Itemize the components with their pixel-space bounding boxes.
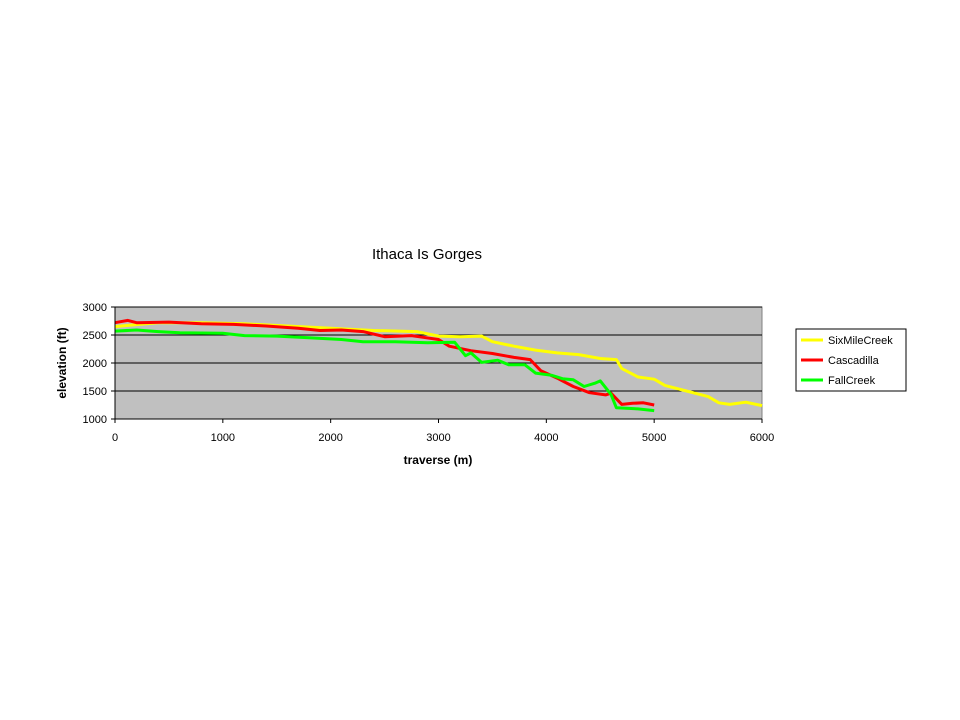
series-lines	[114, 318, 763, 413]
x-axis-ticks: 0 1000 2000 3000 4000 5000 6000	[112, 419, 774, 444]
y-tick-label: 3000	[83, 302, 107, 314]
y-tick-label: 2500	[83, 330, 107, 342]
y-axis-label: elevation (ft)	[55, 327, 69, 398]
x-tick-label: 2000	[318, 432, 342, 444]
legend-label-fallcreek: FallCreek	[828, 375, 876, 387]
y-axis-ticks: 1000 1500 2000 2500 3000	[83, 302, 115, 426]
series-line-fallcreek	[114, 328, 655, 413]
y-tick-label: 1500	[83, 386, 107, 398]
x-tick-label: 4000	[534, 432, 558, 444]
series-line-sixmilecreek	[114, 321, 763, 408]
x-tick-label: 6000	[750, 432, 774, 444]
legend-label-sixmilecreek: SixMileCreek	[828, 335, 893, 347]
legend: SixMileCreek Cascadilla FallCreek	[795, 328, 907, 392]
x-tick-label: 0	[112, 432, 118, 444]
chart-title: Ithaca Is Gorges	[372, 246, 482, 263]
x-tick-label: 5000	[642, 432, 666, 444]
x-axis-label: traverse (m)	[404, 453, 473, 467]
y-tick-label: 1000	[83, 414, 107, 426]
x-tick-label: 3000	[426, 432, 450, 444]
x-tick-label: 1000	[211, 432, 235, 444]
y-tick-label: 2000	[83, 358, 107, 370]
legend-label-cascadilla: Cascadilla	[828, 355, 880, 367]
